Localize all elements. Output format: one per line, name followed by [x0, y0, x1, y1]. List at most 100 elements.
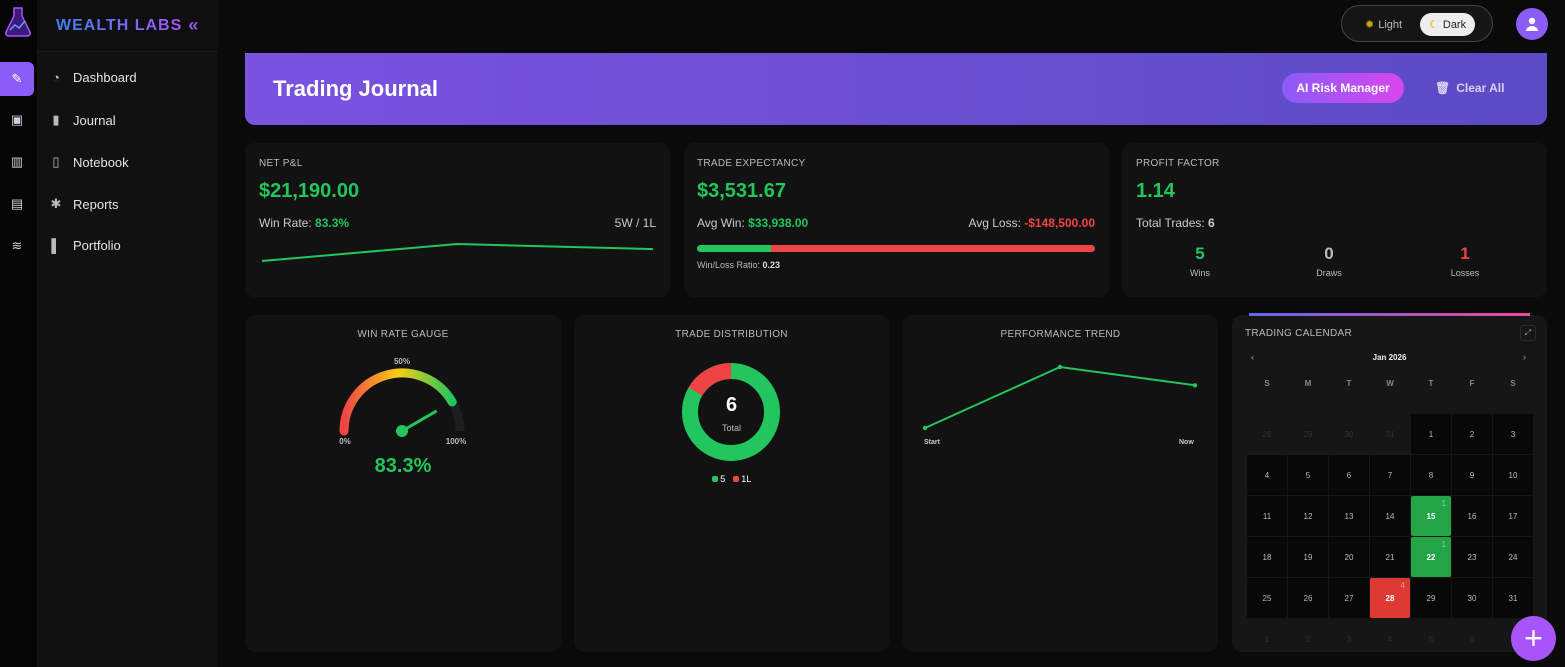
sidebar-item-dashboard[interactable]: ◔ Dashboard	[49, 70, 137, 85]
day-number: 14	[1385, 511, 1395, 521]
day-number: 31	[1508, 593, 1518, 603]
gauge-title: WIN RATE GAUGE	[357, 329, 449, 340]
theme-light-option[interactable]: ✹ Light	[1356, 13, 1411, 36]
calendar-day[interactable]: 30	[1329, 414, 1369, 454]
theme-dark-option[interactable]: ☾ Dark	[1420, 13, 1476, 36]
win-loss-ratio: Win/Loss Ratio: 0.23	[697, 260, 780, 270]
profit-factor-card: PROFIT FACTOR 1.14 Total Trades: 6 5 Wins…	[1122, 143, 1547, 297]
calendar-day[interactable]: 9	[1452, 455, 1492, 495]
moon-icon: ☾	[1429, 19, 1439, 31]
user-avatar[interactable]	[1516, 8, 1548, 40]
day-number: 15	[1426, 511, 1436, 521]
calendar-day[interactable]: 4	[1370, 619, 1410, 659]
win-rate-gauge-card: WIN RATE GAUGE 50% 0% 100% 83.3%	[245, 315, 561, 652]
calendar-day[interactable]: 2	[1452, 414, 1492, 454]
calendar-day[interactable]: 21	[1370, 537, 1410, 577]
add-trade-button[interactable]: +	[1511, 616, 1556, 661]
calendar-day[interactable]: 3	[1329, 619, 1369, 659]
calendar-day[interactable]: 31	[1370, 414, 1410, 454]
day-number: 29	[1426, 593, 1436, 603]
calendar-day[interactable]: 3	[1493, 414, 1533, 454]
win-loss-bar	[697, 245, 1095, 252]
calendar-day[interactable]: 15 1	[1411, 496, 1451, 536]
calendar-day[interactable]: 8	[1411, 455, 1451, 495]
layout-icon[interactable]: ▣	[10, 112, 24, 127]
calendar-day[interactable]: 13	[1329, 496, 1369, 536]
draws-label: Draws	[1316, 268, 1342, 278]
bar-chart-icon[interactable]: ▥	[10, 154, 24, 169]
expand-icon[interactable]: ⤢	[1520, 325, 1536, 341]
gauge-value: 83.3%	[374, 455, 432, 477]
calendar-day[interactable]: 1	[1411, 414, 1451, 454]
day-number: 27	[1344, 593, 1354, 603]
calendar-day[interactable]: 10	[1493, 455, 1533, 495]
losses-stat: 1 Losses	[1425, 244, 1505, 278]
ai-risk-manager-button[interactable]: AI Risk Manager	[1282, 73, 1404, 103]
calendar-day[interactable]: 12	[1288, 496, 1328, 536]
calendar-day[interactable]: 29	[1288, 414, 1328, 454]
theme-light-label: Light	[1378, 18, 1403, 31]
trading-calendar-card: TRADING CALENDAR ⤢ ‹ Jan 2026 › S M T W T F S 2…	[1232, 313, 1547, 652]
edit-icon[interactable]: ✎	[0, 62, 34, 96]
day-number: 4	[1264, 470, 1270, 480]
calendar-day[interactable]: 28 4	[1370, 578, 1410, 618]
weekday-header: W	[1386, 378, 1394, 388]
sidebar-item-portfolio[interactable]: ▌ Portfolio	[49, 238, 120, 253]
calendar-day[interactable]: 22 1	[1411, 537, 1451, 577]
calendar-day[interactable]: 24	[1493, 537, 1533, 577]
calendar-day[interactable]: 31	[1493, 578, 1533, 618]
calendar-day[interactable]: 30	[1452, 578, 1492, 618]
weekday-header: S	[1510, 378, 1516, 388]
trend-end-label: Now	[1179, 439, 1194, 446]
prev-month-button[interactable]: ‹	[1251, 352, 1254, 362]
calendar-day[interactable]: 23	[1452, 537, 1492, 577]
calendar-day[interactable]: 1	[1247, 619, 1287, 659]
calendar-day[interactable]: 17	[1493, 496, 1533, 536]
day-number: 6	[1346, 470, 1352, 480]
bug-icon: ✱	[50, 196, 62, 211]
calendar-day[interactable]: 5	[1288, 455, 1328, 495]
sidebar-item-reports[interactable]: ✱ Reports	[49, 196, 119, 212]
calendar-day[interactable]: 29	[1411, 578, 1451, 618]
day-number: 28	[1385, 593, 1395, 603]
calendar-day[interactable]: 25	[1247, 578, 1287, 618]
calendar-day[interactable]: 6	[1329, 455, 1369, 495]
clear-all-button[interactable]: 🗑 Clear All	[1435, 73, 1504, 103]
calendar-day[interactable]: 18	[1247, 537, 1287, 577]
distribution-title: TRADE DISTRIBUTION	[675, 329, 788, 340]
avg-loss: Avg Loss: -$148,500.00	[968, 216, 1095, 230]
calendar-day[interactable]: 7	[1370, 455, 1410, 495]
day-number: 2	[1305, 634, 1311, 644]
calendar-day[interactable]: 28	[1247, 414, 1287, 454]
performance-trend-chart	[922, 364, 1198, 431]
ratio-label: Win/Loss Ratio:	[697, 260, 761, 270]
rss-icon: ◔	[52, 70, 60, 85]
data-point	[1192, 383, 1198, 388]
coins-icon[interactable]: ≋	[11, 238, 23, 253]
calendar-day[interactable]: 27	[1329, 578, 1369, 618]
calendar-day[interactable]: 4	[1247, 455, 1287, 495]
expectancy-value: $3,531.67	[697, 180, 786, 202]
calendar-day[interactable]: 16	[1452, 496, 1492, 536]
next-month-button[interactable]: ›	[1523, 352, 1526, 362]
calendar-day[interactable]: 26	[1288, 578, 1328, 618]
calendar-day[interactable]: 5	[1411, 619, 1451, 659]
profit-factor-label: PROFIT FACTOR	[1136, 158, 1220, 169]
sidebar-item-label: Notebook	[73, 154, 129, 170]
calendar-day[interactable]: 20	[1329, 537, 1369, 577]
theme-toggle[interactable]: ✹ Light ☾ Dark	[1341, 5, 1493, 42]
series-line	[261, 242, 654, 262]
day-number: 4	[1387, 634, 1393, 644]
calendar-accent-bar	[1249, 313, 1530, 316]
calendar-day[interactable]: 19	[1288, 537, 1328, 577]
sidebar-item-journal[interactable]: ▮ Journal	[49, 112, 115, 128]
calendar-day[interactable]: 14	[1370, 496, 1410, 536]
newspaper-icon[interactable]: ▤	[10, 196, 24, 211]
calendar-day[interactable]: 6	[1452, 619, 1492, 659]
day-number: 2	[1469, 429, 1475, 439]
calendar-day[interactable]: 11	[1247, 496, 1287, 536]
collapse-sidebar-icon[interactable]: «	[188, 15, 200, 35]
calendar-day[interactable]: 2	[1288, 619, 1328, 659]
avg-win-value: $33,938.00	[748, 216, 809, 230]
sidebar-item-notebook[interactable]: ▯ Notebook	[49, 154, 129, 170]
